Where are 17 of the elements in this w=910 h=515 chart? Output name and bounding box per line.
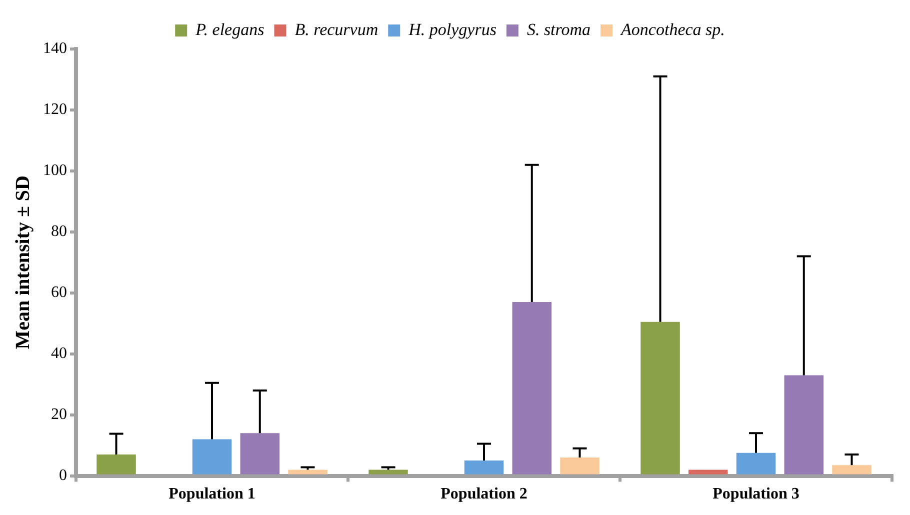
y-tick-label: 140 [43, 40, 67, 58]
y-tick-label: 100 [43, 162, 67, 180]
y-tick-label: 60 [51, 284, 67, 302]
legend-label: P. elegans [194, 20, 265, 39]
y-tick-label: 0 [59, 467, 67, 484]
y-tick-label: 20 [51, 406, 67, 424]
legend-label: B. recurvum [294, 20, 378, 39]
legend-label: S. stroma [526, 20, 591, 39]
x-tick-label: Population 3 [712, 486, 800, 503]
legend-label: Aoncotheca sp. [620, 20, 725, 39]
y-tick-label: 80 [51, 223, 67, 240]
x-tick-label: Population 2 [440, 486, 528, 503]
legend-label: H. polygyrus [408, 20, 497, 39]
y-tick-label: 40 [51, 345, 67, 362]
x-tick-label: Population 1 [168, 486, 256, 503]
y-tick-label: 120 [43, 101, 67, 118]
y-axis-title: Mean intensity ± SD [12, 176, 34, 350]
